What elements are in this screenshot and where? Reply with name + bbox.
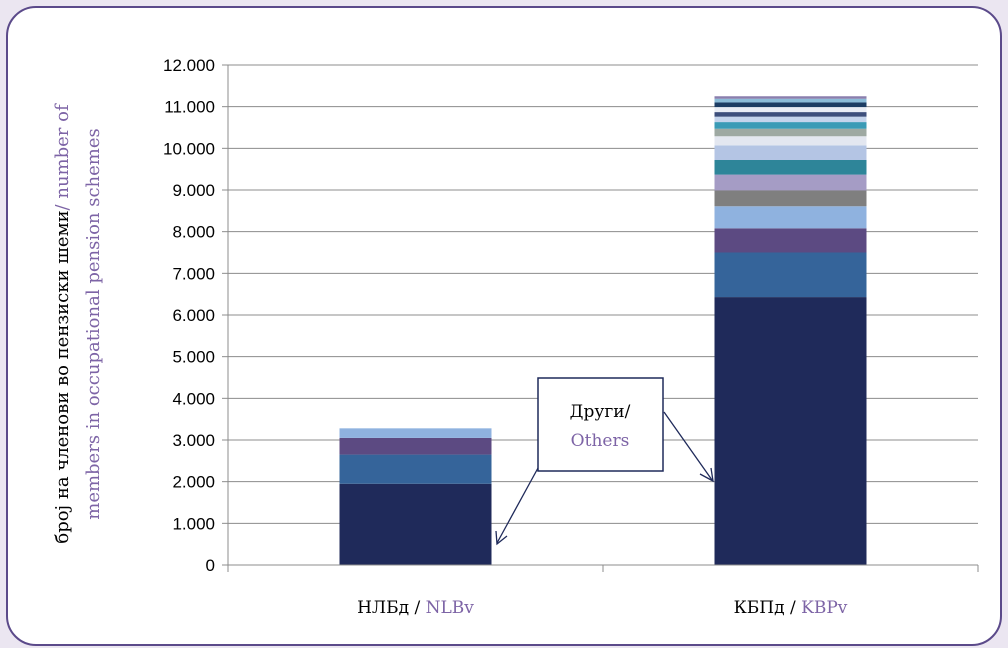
y-tick-label: 0: [206, 556, 215, 575]
x-category-label: КБПд / KBPv: [734, 598, 848, 618]
y-tick-label: 10.000: [163, 139, 215, 158]
bar-segment-1-12: [714, 112, 867, 117]
bar-segment-1-4: [714, 190, 867, 207]
y-axis-label-english: members in occupational pension schemes: [83, 128, 104, 520]
others-callout: Други/ Others: [495, 377, 714, 546]
bar-segment-0-1: [339, 454, 492, 484]
bar-segment-1-9: [714, 128, 867, 137]
bar-segment-1-15: [714, 98, 867, 103]
callout-box: [537, 377, 664, 472]
y-tick-label: 7.000: [172, 264, 215, 283]
bars: [339, 96, 867, 565]
y-tick-label: 9.000: [172, 181, 215, 200]
bar-segment-1-5: [714, 174, 867, 191]
callout-text-native: Други/: [570, 402, 631, 422]
bar-segment-1-13: [714, 107, 867, 113]
bar-segment-0-0: [339, 483, 492, 565]
callout-arrow-left: [496, 467, 539, 544]
y-tick-label: 8.000: [172, 223, 215, 242]
callout-arrowhead-right: [699, 467, 714, 483]
callout-arrow-right: [663, 411, 713, 481]
y-tick-label: 2.000: [172, 473, 215, 492]
bar-segment-0-2: [339, 437, 492, 455]
bar-segment-1-10: [714, 122, 867, 129]
y-axis-ticks: 0 1.000 2.000 3.000 4.000 5.000 6.000 7.000 8.00…: [163, 56, 228, 575]
y-tick-label: 3.000: [172, 431, 215, 450]
x-category-label: НЛБд / NLBv: [357, 598, 474, 618]
bar-segment-1-0: [714, 297, 867, 565]
bar-segment-1-3: [714, 206, 867, 229]
bar-segment-1-6: [714, 160, 867, 175]
svg-text:број на членови во пензиски ше: број на членови во пензиски шеми/ number…: [52, 103, 73, 544]
axes: [227, 65, 979, 572]
callout-arrowhead-left: [495, 530, 508, 546]
bar-segment-1-8: [714, 136, 867, 146]
y-axis-label-native: број на членови во пензиски шеми: [52, 210, 73, 543]
y-axis-label: број на членови во пензиски шеми/ number…: [52, 103, 73, 544]
callout-text-english: Others: [571, 431, 630, 451]
y-tick-label: 6.000: [172, 306, 215, 325]
y-tick-label: 5.000: [172, 348, 215, 367]
bar-segment-1-2: [714, 228, 867, 253]
y-tick-label: 1.000: [172, 514, 215, 533]
y-axis-label-english-line: members in occupational pension schemes: [83, 128, 104, 520]
x-axis-categories: НЛБд / NLBv КБПд / KBPv: [357, 598, 848, 618]
y-tick-label: 12.000: [163, 56, 215, 75]
y-tick-label: 4.000: [172, 389, 215, 408]
y-axis-label-sep: /: [52, 203, 73, 210]
bar-segment-1-14: [714, 102, 867, 108]
bar-segment-0-3: [339, 428, 492, 438]
bar-segment-1-7: [714, 145, 867, 160]
y-tick-label: 11.000: [164, 98, 215, 117]
bar-segment-1-11: [714, 116, 867, 123]
bar-segment-1-1: [714, 252, 867, 298]
bar-segment-1-16: [714, 96, 867, 99]
